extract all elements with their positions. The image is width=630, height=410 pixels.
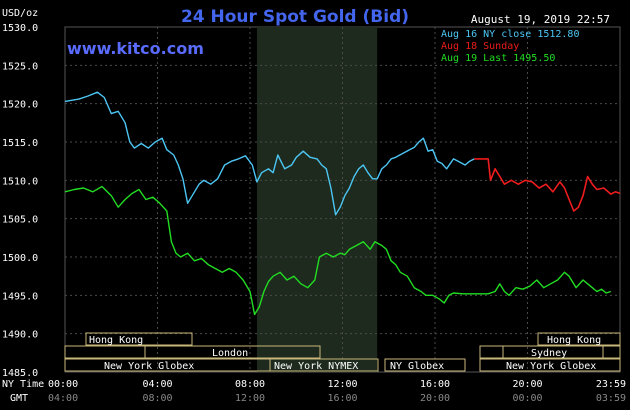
session-label-london: London: [212, 348, 248, 359]
nymex-session-band: [256, 27, 378, 372]
session-label-hong-kong-right: Hong Kong: [547, 335, 601, 346]
y-tick-label: 1530.0: [2, 23, 38, 34]
legend-item-ny-close: Aug 16 NY close 1512.80: [441, 29, 579, 40]
y-tick-label: 1525.0: [2, 61, 38, 72]
session-label-sydney: Sydney: [531, 348, 567, 359]
session-label-ny-nymex: New York NYMEX: [274, 361, 358, 372]
y-tick-label: 1485.0: [2, 368, 38, 379]
gmt-tick-label: 12:00: [235, 393, 265, 404]
gmt-tick-label: 16:00: [327, 393, 357, 404]
session-bar-ny-globex-late: [384, 358, 466, 372]
legend-item-sunday: Aug 18 Sunday: [441, 41, 519, 52]
y-tick-label: 1495.0: [2, 291, 38, 302]
y-tick-label: 1490.0: [2, 330, 38, 341]
series-layer: [64, 91, 621, 316]
gmt-tick-label: 08:00: [142, 393, 172, 404]
x-tick-label: 04:00: [142, 379, 172, 390]
gmt-tick-label: 04:00: [48, 393, 78, 404]
gmt-tick-label: 20:00: [420, 393, 450, 404]
y-tick-label: 1520.0: [2, 100, 38, 111]
session-bar-ny-nymex: [269, 358, 379, 372]
series-line-1: [474, 158, 621, 212]
x-tick-label: 12:00: [327, 379, 357, 390]
x-tick-label: 16:00: [420, 379, 450, 390]
legend: Aug 16 NY close 1512.80 Aug 18 Sunday Au…: [441, 29, 579, 64]
gmt-axis-title: GMT: [10, 393, 28, 404]
x-tick-label: 23:59: [596, 379, 626, 390]
gmt-tick-label: 00:00: [512, 393, 542, 404]
session-bar-ny-globex-right: [479, 358, 621, 372]
y-tick-label: 1500.0: [2, 253, 38, 264]
series-line-2: [64, 185, 612, 316]
session-bar-hong-kong: [85, 332, 193, 346]
legend-item-last: Aug 19 Last 1495.50: [441, 53, 555, 64]
market-sessions: Hong Kong London New York Globex New Yor…: [64, 332, 621, 372]
y-tick-label: 1510.0: [2, 176, 38, 187]
session-label-hong-kong: Hong Kong: [89, 335, 143, 346]
timestamp: August 19, 2019 22:57: [471, 13, 610, 26]
session-label-ny-globex: New York Globex: [104, 361, 194, 372]
session-label-ny-globex-late: NY Globex: [390, 361, 444, 372]
session-bar-london: [144, 345, 321, 359]
session-bar-hong-kong-right: [537, 332, 621, 346]
chart-title: 24 Hour Spot Gold (Bid): [181, 7, 409, 27]
x-axis-ticks: 00:00 04:00 04:00 08:00 08:00 12:00 12:00 16:00…: [48, 379, 626, 404]
unit-label: USD/oz: [2, 8, 38, 19]
x-tick-label: 08:00: [235, 379, 265, 390]
series-line-0: [64, 91, 475, 216]
x-tick-label: 20:00: [512, 379, 542, 390]
session-label-ny-globex-right: New York Globex: [506, 361, 596, 372]
ny-time-axis-title: NY Time: [2, 379, 44, 390]
y-axis-ticks: 1530.0 1525.0 1520.0 1515.0 1510.0 1505.0 1500…: [2, 23, 38, 379]
gmt-tick-label: 03:59: [596, 393, 626, 404]
y-tick-label: 1515.0: [2, 138, 38, 149]
y-tick-label: 1505.0: [2, 215, 38, 226]
site-watermark: www.kitco.com: [67, 39, 204, 58]
session-bar-sydney: [502, 345, 604, 359]
x-tick-label: 00:00: [48, 379, 78, 390]
